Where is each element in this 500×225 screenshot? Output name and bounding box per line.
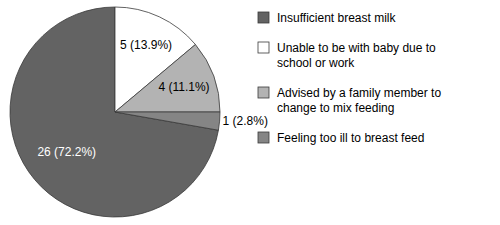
pie-slice: [115, 45, 220, 112]
data-label: 4 (11.1%): [158, 80, 209, 94]
data-label: 1 (2.8%): [223, 114, 268, 128]
pie: [10, 7, 220, 217]
data-labels: 26 (72.2%) 5 (13.9%) 4 (11.1%) 1 (2.8%): [37, 38, 268, 159]
legend-swatch: [258, 132, 269, 143]
legend-swatch: [258, 12, 269, 23]
legend-label: Unable to be with baby due toschool or w…: [277, 41, 436, 70]
pie-slice: [115, 112, 220, 130]
data-label: 5 (13.9%): [120, 38, 172, 52]
legend-swatch: [258, 42, 269, 53]
legend-label: Insufficient breast milk: [277, 11, 396, 25]
legend-label: Advised by a family member tochange to m…: [277, 86, 441, 115]
legend-label: Feeling too ill to breast feed: [277, 131, 424, 145]
data-label: 26 (72.2%): [37, 145, 96, 159]
legend: Insufficient breast milk Unable to be wit…: [258, 11, 441, 145]
legend-swatch: [258, 87, 269, 98]
chart: 26 (72.2%)5 (13.9%)4 (11.1%)1 (2.8%)Insu…: [0, 0, 500, 225]
